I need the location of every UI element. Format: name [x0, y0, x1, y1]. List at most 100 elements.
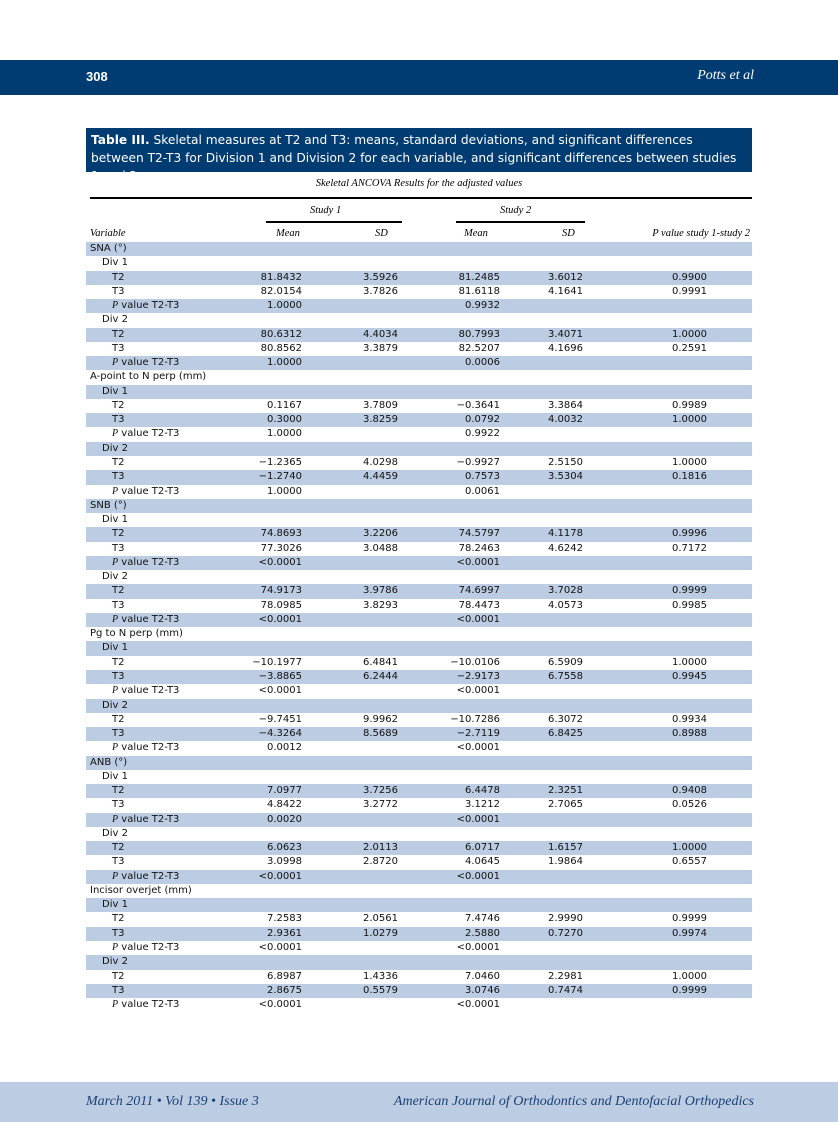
study2-mean-cell: 3.1212	[465, 799, 500, 811]
row-label: Div 2	[102, 442, 128, 454]
study2-sd-cell: 2.3251	[548, 785, 583, 797]
row-label: P value T2-T3	[112, 485, 180, 497]
study1-mean-cell: −10.1977	[252, 656, 302, 668]
p-value-study1-study2-cell: 0.9900	[672, 271, 707, 283]
study1-mean-cell: 82.0154	[260, 285, 302, 297]
study2-mean-cell: <0.0001	[456, 813, 500, 825]
p-value-study1-study2-cell: 0.2591	[672, 342, 707, 354]
row-label: Div 1	[102, 514, 128, 526]
top-rule	[90, 197, 752, 199]
header-sd1: SD	[375, 228, 388, 239]
table-row: P value T2-T3 <0.0001 <0.0001	[86, 612, 752, 628]
table-row: Div 2	[86, 955, 752, 970]
study1-mean-cell: −4.3264	[258, 728, 302, 740]
journal-name: American Journal of Orthodontics and Den…	[393, 1094, 754, 1109]
table-row: Div 2	[86, 313, 752, 327]
study1-mean-cell: 74.8693	[260, 528, 302, 540]
row-label: T2	[112, 656, 125, 668]
table-row: T3 80.8562 3.3879 82.5207 4.1696 0.2591	[86, 342, 752, 356]
row-label: Div 2	[102, 699, 128, 711]
study1-sd-cell: 3.7826	[363, 285, 398, 297]
p-value-study1-study2-cell: 1.0000	[672, 328, 707, 340]
row-label: T3	[112, 728, 125, 740]
study1-mean-cell: <0.0001	[258, 685, 302, 697]
study1-mean-cell: 4.8422	[267, 799, 302, 811]
p-value-study1-study2-cell: 0.9408	[672, 785, 707, 797]
study1-sd-cell: 6.2444	[363, 670, 398, 682]
study2-sd-cell: 2.9990	[548, 913, 583, 925]
study1-mean-cell: 2.8675	[267, 984, 302, 996]
study2-mean-cell: 74.5797	[458, 528, 500, 540]
study1-sd-cell: 3.5926	[363, 271, 398, 283]
row-label: P value T2-T3	[112, 613, 180, 625]
row-label: P value T2-T3	[112, 556, 180, 568]
p-value-study1-study2-cell: 0.9985	[672, 599, 707, 611]
row-label: T2	[112, 842, 125, 854]
row-label: T2	[112, 528, 125, 540]
row-label: Div 1	[102, 257, 128, 269]
study1-mean-cell: −1.2740	[258, 471, 302, 483]
study1-sd-cell: 2.8720	[363, 856, 398, 868]
study2-mean-cell: 6.0717	[465, 842, 500, 854]
study2-mean-cell: 7.0460	[465, 970, 500, 982]
p-value-study1-study2-cell: 1.0000	[672, 842, 707, 854]
study1-mean-cell: <0.0001	[258, 613, 302, 625]
study2-mean-cell: 2.5880	[465, 927, 500, 939]
table-row: Pg to N perp (mm)	[86, 627, 752, 641]
study2-mean-cell: −10.7286	[450, 713, 500, 725]
row-label: T2	[112, 713, 125, 725]
table-row: SNA (°)	[86, 242, 752, 257]
table-row: T3 4.8422 3.2772 3.1212 2.7065 0.0526	[86, 798, 752, 812]
study2-mean-cell: 7.4746	[465, 913, 500, 925]
table-row: Div 2	[86, 698, 752, 713]
study1-mean-cell: 1.0000	[267, 300, 302, 312]
study1-sd-cell: 4.4034	[363, 328, 398, 340]
table-row: T3 82.0154 3.7826 81.6118 4.1641 0.9991	[86, 285, 752, 299]
study1-sd-cell: 1.4336	[363, 970, 398, 982]
p-value-study1-study2-cell: 1.0000	[672, 456, 707, 468]
study1-mean-cell: 0.3000	[267, 414, 302, 426]
table-row: T3 −3.8865 6.2444 −2.9173 6.7558 0.9945	[86, 669, 752, 685]
study1-mean-cell: 6.0623	[267, 842, 302, 854]
row-label: Div 1	[102, 899, 128, 911]
table-row: P value T2-T3 <0.0001 <0.0001	[86, 998, 752, 1012]
study1-rule	[266, 221, 402, 223]
page-number: 308	[86, 69, 108, 84]
table-row: P value T2-T3 <0.0001 <0.0001	[86, 555, 752, 571]
p-value-study1-study2-cell: 0.9974	[672, 927, 707, 939]
study2-mean-cell: 80.7993	[458, 328, 500, 340]
study2-mean-cell: 4.0645	[465, 856, 500, 868]
study2-sd-cell: 6.8425	[548, 728, 583, 740]
study1-mean-cell: 7.2583	[267, 913, 302, 925]
p-value-study1-study2-cell: 0.9999	[672, 585, 707, 597]
table-row: Div 1	[86, 898, 752, 913]
study1-mean-cell: 80.8562	[260, 342, 302, 354]
study2-mean-cell: 81.2485	[458, 271, 500, 283]
study2-sd-cell: 6.7558	[548, 670, 583, 682]
page-header-bar: 308 Potts et al	[0, 60, 838, 95]
running-head: Potts et al	[697, 68, 754, 83]
table-row: Div 1	[86, 256, 752, 270]
study2-sd-cell: 0.7270	[548, 927, 583, 939]
study1-sd-cell: 3.7256	[363, 785, 398, 797]
study1-sd-cell: 6.4841	[363, 656, 398, 668]
row-label: T2	[112, 271, 125, 283]
row-label: T3	[112, 799, 125, 811]
study2-sd-cell: 3.4071	[548, 328, 583, 340]
table-row: T3 78.0985 3.8293 78.4473 4.0573 0.9985	[86, 599, 752, 613]
p-value-study1-study2-cell: 0.9996	[672, 528, 707, 540]
row-label: Pg to N perp (mm)	[90, 628, 183, 640]
table-row: Div 1	[86, 641, 752, 656]
study2-mean-cell: <0.0001	[456, 556, 500, 568]
study1-mean-cell: 6.8987	[267, 970, 302, 982]
row-label: T3	[112, 984, 125, 996]
row-label: P value T2-T3	[112, 942, 180, 954]
study1-mean-cell: <0.0001	[258, 999, 302, 1011]
row-label: T3	[112, 542, 125, 554]
row-label: Div 2	[102, 571, 128, 583]
study1-sd-cell: 4.4459	[363, 471, 398, 483]
study1-sd-cell: 3.8293	[363, 599, 398, 611]
header-variable: Variable	[90, 228, 126, 239]
row-label: P value T2-T3	[112, 357, 180, 369]
row-label: T2	[112, 585, 125, 597]
